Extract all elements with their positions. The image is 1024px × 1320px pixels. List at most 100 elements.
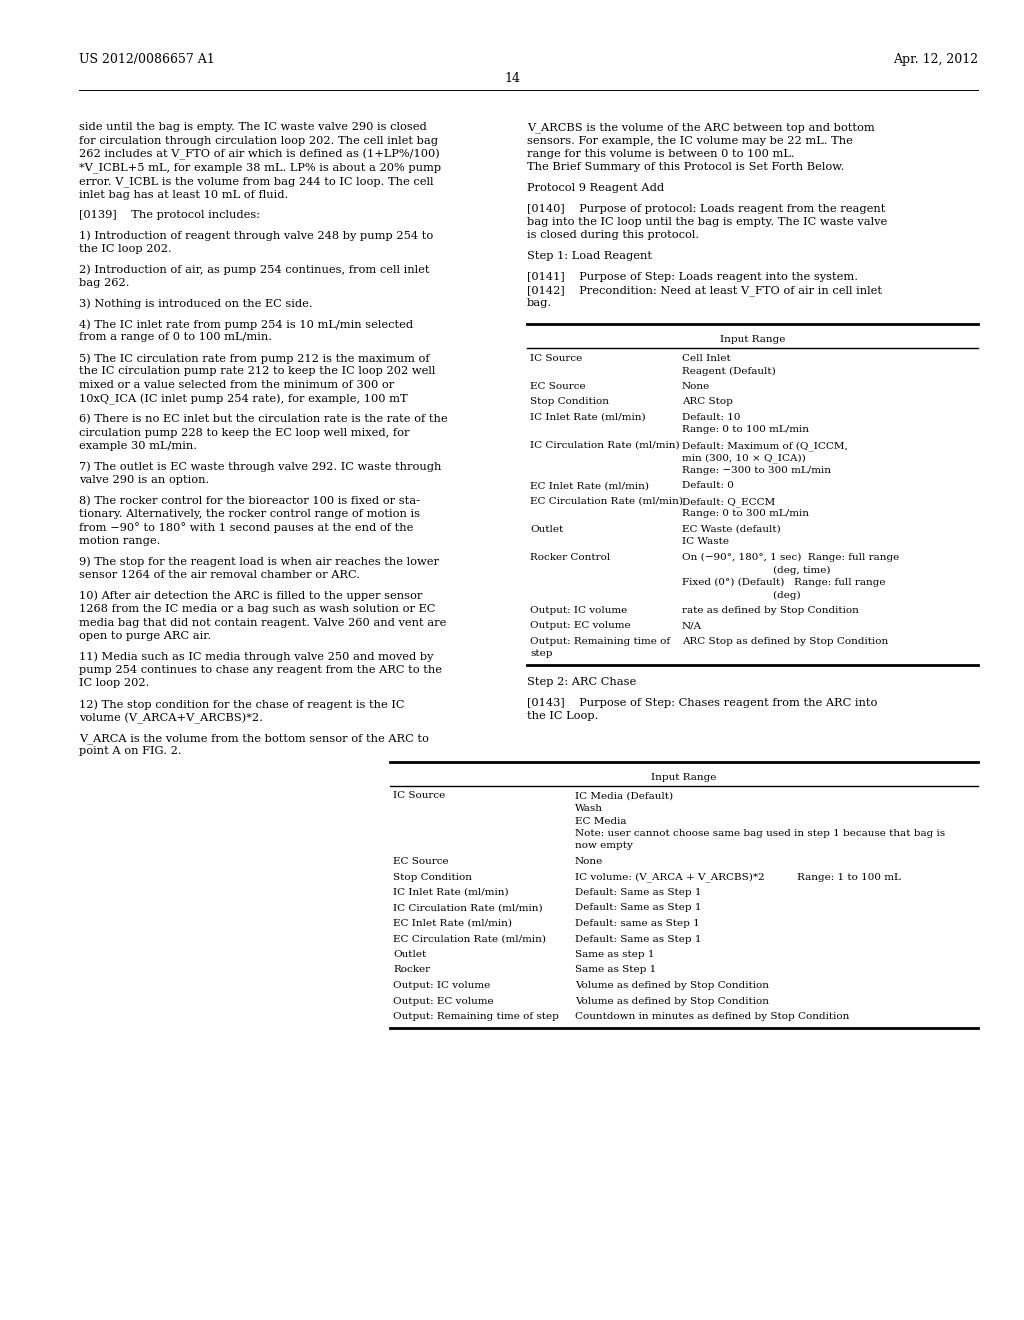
Text: Protocol 9 Reagent Add: Protocol 9 Reagent Add [527,183,665,193]
Text: Fixed (0°) (Default)   Range: full range: Fixed (0°) (Default) Range: full range [682,578,886,587]
Text: Default: same as Step 1: Default: same as Step 1 [575,919,699,928]
Text: from a range of 0 to 100 mL/min.: from a range of 0 to 100 mL/min. [79,333,272,342]
Text: now empty: now empty [575,842,633,850]
Text: bag 262.: bag 262. [79,279,129,288]
Text: mixed or a value selected from the minimum of 300 or: mixed or a value selected from the minim… [79,380,394,389]
Text: Rocker Control: Rocker Control [530,553,610,562]
Text: bag.: bag. [527,298,552,309]
Text: Volume as defined by Stop Condition: Volume as defined by Stop Condition [575,981,769,990]
Text: IC Circulation Rate (ml/min): IC Circulation Rate (ml/min) [530,441,680,450]
Text: volume (V_ARCA+V_ARCBS)*2.: volume (V_ARCA+V_ARCBS)*2. [79,713,263,723]
Text: Output: IC volume: Output: IC volume [393,981,490,990]
Text: Input Range: Input Range [651,772,717,781]
Text: 2) Introduction of air, as pump 254 continues, from cell inlet: 2) Introduction of air, as pump 254 cont… [79,264,429,275]
Text: step: step [530,649,553,659]
Text: Outlet: Outlet [393,950,426,960]
Text: EC Waste (default): EC Waste (default) [682,525,780,535]
Text: 7) The outlet is EC waste through valve 292. IC waste through: 7) The outlet is EC waste through valve … [79,462,441,473]
Text: 3) Nothing is introduced on the EC side.: 3) Nothing is introduced on the EC side. [79,298,312,309]
Text: 9) The stop for the reagent load is when air reaches the lower: 9) The stop for the reagent load is when… [79,557,439,568]
Text: None: None [682,381,711,391]
Text: US 2012/0086657 A1: US 2012/0086657 A1 [79,53,215,66]
Text: 1) Introduction of reagent through valve 248 by pump 254 to: 1) Introduction of reagent through valve… [79,231,433,242]
Text: [0140]    Purpose of protocol: Loads reagent from the reagent: [0140] Purpose of protocol: Loads reagen… [527,203,886,214]
Text: ARC Stop as defined by Stop Condition: ARC Stop as defined by Stop Condition [682,638,888,645]
Text: IC Source: IC Source [393,792,445,800]
Text: Outlet: Outlet [530,525,563,535]
Text: [0142]    Precondition: Need at least V_FTO of air in cell inlet: [0142] Precondition: Need at least V_FTO… [527,285,882,296]
Text: V_ARCA is the volume from the bottom sensor of the ARC to: V_ARCA is the volume from the bottom sen… [79,733,429,743]
Text: EC Source: EC Source [393,857,449,866]
Text: Countdown in minutes as defined by Stop Condition: Countdown in minutes as defined by Stop … [575,1012,849,1020]
Text: for circulation through circulation loop 202. The cell inlet bag: for circulation through circulation loop… [79,136,438,145]
Text: Default: Q_ECCM: Default: Q_ECCM [682,498,775,507]
Text: Default: 10: Default: 10 [682,413,740,422]
Text: [0141]    Purpose of Step: Loads reagent into the system.: [0141] Purpose of Step: Loads reagent in… [527,272,858,281]
Text: EC Media: EC Media [575,817,627,825]
Text: EC Inlet Rate (ml/min): EC Inlet Rate (ml/min) [393,919,512,928]
Text: rate as defined by Stop Condition: rate as defined by Stop Condition [682,606,859,615]
Text: [0139]    The protocol includes:: [0139] The protocol includes: [79,210,260,220]
Text: Default: Same as Step 1: Default: Same as Step 1 [575,888,701,898]
Text: Cell Inlet: Cell Inlet [682,354,731,363]
Text: EC Circulation Rate (ml/min): EC Circulation Rate (ml/min) [393,935,546,944]
Text: (deg): (deg) [682,590,801,599]
Text: min (300, 10 × Q_ICA)): min (300, 10 × Q_ICA)) [682,454,806,463]
Text: Note: user cannot choose same bag used in step 1 because that bag is: Note: user cannot choose same bag used i… [575,829,945,838]
Text: is closed during this protocol.: is closed during this protocol. [527,231,699,240]
Text: 262 includes at V_FTO of air which is defined as (1+LP%/100): 262 includes at V_FTO of air which is de… [79,149,439,160]
Text: Default: Maximum of (Q_ICCM,: Default: Maximum of (Q_ICCM, [682,441,848,451]
Text: Default: Same as Step 1: Default: Same as Step 1 [575,935,701,944]
Text: Wash: Wash [575,804,603,813]
Text: 4) The IC inlet rate from pump 254 is 10 mL/min selected: 4) The IC inlet rate from pump 254 is 10… [79,319,413,330]
Text: the IC circulation pump rate 212 to keep the IC loop 202 well: the IC circulation pump rate 212 to keep… [79,367,435,376]
Text: (deg, time): (deg, time) [682,565,830,574]
Text: Range: 0 to 100 mL/min: Range: 0 to 100 mL/min [682,425,809,434]
Text: Volume as defined by Stop Condition: Volume as defined by Stop Condition [575,997,769,1006]
Text: Step 2: ARC Chase: Step 2: ARC Chase [527,677,636,686]
Text: the IC loop 202.: the IC loop 202. [79,244,172,253]
Text: The Brief Summary of this Protocol is Set Forth Below.: The Brief Summary of this Protocol is Se… [527,162,845,173]
Text: sensor 1264 of the air removal chamber or ARC.: sensor 1264 of the air removal chamber o… [79,570,360,579]
Text: bag into the IC loop until the bag is empty. The IC waste valve: bag into the IC loop until the bag is em… [527,216,887,227]
Text: N/A: N/A [682,622,702,631]
Text: 10) After air detection the ARC is filled to the upper sensor: 10) After air detection the ARC is fille… [79,590,422,601]
Text: IC Circulation Rate (ml/min): IC Circulation Rate (ml/min) [393,903,543,912]
Text: IC Waste: IC Waste [682,537,729,546]
Text: 11) Media such as IC media through valve 250 and moved by: 11) Media such as IC media through valve… [79,652,433,663]
Text: point A on FIG. 2.: point A on FIG. 2. [79,747,181,756]
Text: IC Source: IC Source [530,354,583,363]
Text: Input Range: Input Range [720,335,785,345]
Text: V_ARCBS is the volume of the ARC between top and bottom: V_ARCBS is the volume of the ARC between… [527,121,874,133]
Text: 10xQ_ICA (IC inlet pump 254 rate), for example, 100 mT: 10xQ_ICA (IC inlet pump 254 rate), for e… [79,393,408,405]
Text: tionary. Alternatively, the rocker control range of motion is: tionary. Alternatively, the rocker contr… [79,510,420,519]
Text: Stop Condition: Stop Condition [393,873,472,882]
Text: On (−90°, 180°, 1 sec)  Range: full range: On (−90°, 180°, 1 sec) Range: full range [682,553,899,562]
Text: range for this volume is between 0 to 100 mL.: range for this volume is between 0 to 10… [527,149,795,158]
Text: IC loop 202.: IC loop 202. [79,678,150,689]
Text: Range: 0 to 300 mL/min: Range: 0 to 300 mL/min [682,510,809,519]
Text: Default: 0: Default: 0 [682,482,734,491]
Text: example 30 mL/min.: example 30 mL/min. [79,441,197,451]
Text: sensors. For example, the IC volume may be 22 mL. The: sensors. For example, the IC volume may … [527,136,853,145]
Text: error. V_ICBL is the volume from bag 244 to IC loop. The cell: error. V_ICBL is the volume from bag 244… [79,176,433,186]
Text: Range: −300 to 300 mL/min: Range: −300 to 300 mL/min [682,466,831,475]
Text: the IC Loop.: the IC Loop. [527,711,598,721]
Text: Output: EC volume: Output: EC volume [393,997,494,1006]
Text: open to purge ARC air.: open to purge ARC air. [79,631,211,642]
Text: valve 290 is an option.: valve 290 is an option. [79,475,209,484]
Text: EC Inlet Rate (ml/min): EC Inlet Rate (ml/min) [530,482,649,491]
Text: IC Media (Default): IC Media (Default) [575,792,673,800]
Text: Output: EC volume: Output: EC volume [530,622,631,631]
Text: Apr. 12, 2012: Apr. 12, 2012 [893,53,978,66]
Text: from −90° to 180° with 1 second pauses at the end of the: from −90° to 180° with 1 second pauses a… [79,523,414,533]
Text: Same as step 1: Same as step 1 [575,950,654,960]
Text: IC volume: (V_ARCA + V_ARCBS)*2          Range: 1 to 100 mL: IC volume: (V_ARCA + V_ARCBS)*2 Range: 1… [575,873,901,882]
Text: 1268 from the IC media or a bag such as wash solution or EC: 1268 from the IC media or a bag such as … [79,605,435,614]
Text: ARC Stop: ARC Stop [682,397,733,407]
Text: EC Source: EC Source [530,381,586,391]
Text: 5) The IC circulation rate from pump 212 is the maximum of: 5) The IC circulation rate from pump 212… [79,352,430,363]
Text: 8) The rocker control for the bioreactor 100 is fixed or sta-: 8) The rocker control for the bioreactor… [79,495,420,506]
Text: 12) The stop condition for the chase of reagent is the IC: 12) The stop condition for the chase of … [79,700,404,710]
Text: motion range.: motion range. [79,536,161,546]
